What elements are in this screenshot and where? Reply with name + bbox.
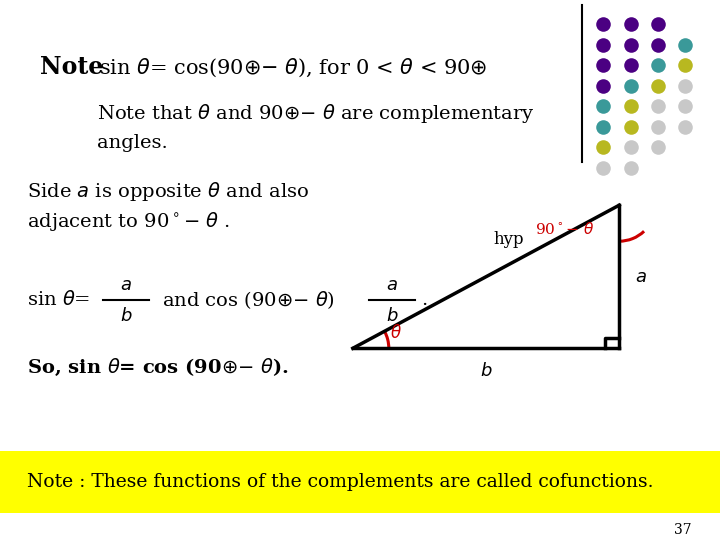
Text: 90$^\circ$$-$ $\theta$: 90$^\circ$$-$ $\theta$	[536, 221, 595, 238]
Text: $\theta$: $\theta$	[390, 324, 402, 342]
Text: sin $\theta$=: sin $\theta$=	[27, 290, 91, 309]
Point	[652, 40, 664, 49]
Point	[680, 123, 691, 131]
Point	[680, 102, 691, 111]
Point	[625, 20, 636, 29]
Text: $b$: $b$	[480, 362, 492, 380]
Point	[625, 143, 636, 152]
Text: $a$: $a$	[120, 275, 132, 294]
Text: So, sin $\theta$= cos (90$\oplus$$-$ $\theta$).: So, sin $\theta$= cos (90$\oplus$$-$ $\t…	[27, 357, 289, 377]
FancyBboxPatch shape	[0, 451, 720, 513]
Text: 37: 37	[674, 523, 691, 537]
Point	[652, 102, 664, 111]
Point	[625, 61, 636, 70]
Point	[652, 143, 664, 152]
Point	[598, 40, 609, 49]
Point	[680, 82, 691, 90]
Point	[625, 40, 636, 49]
Point	[598, 123, 609, 131]
Point	[598, 164, 609, 172]
Text: and cos (90$\oplus$$-$ $\theta$): and cos (90$\oplus$$-$ $\theta$)	[162, 289, 335, 310]
Text: angles.: angles.	[97, 134, 168, 152]
Point	[598, 143, 609, 152]
Text: $a$: $a$	[635, 268, 647, 286]
Text: .: .	[421, 291, 428, 309]
Text: Note: Note	[40, 56, 103, 79]
Text: $b$: $b$	[386, 307, 399, 325]
Point	[652, 82, 664, 90]
Point	[680, 40, 691, 49]
Point	[598, 61, 609, 70]
Point	[625, 82, 636, 90]
Text: adjacent to 90$^\circ$$-$ $\theta$ .: adjacent to 90$^\circ$$-$ $\theta$ .	[27, 210, 230, 233]
Point	[652, 123, 664, 131]
Point	[652, 20, 664, 29]
Text: $b$: $b$	[120, 307, 132, 325]
Point	[598, 102, 609, 111]
Point	[625, 164, 636, 172]
Text: $a$: $a$	[387, 275, 398, 294]
Text: hyp: hyp	[493, 231, 524, 248]
Text: Note : These functions of the complements are called cofunctions.: Note : These functions of the complement…	[27, 473, 654, 491]
Point	[680, 61, 691, 70]
Text: sin $\theta$= cos(90$\oplus$$-$ $\theta$), for 0 < $\theta$ < 90$\oplus$: sin $\theta$= cos(90$\oplus$$-$ $\theta$…	[99, 56, 487, 79]
Point	[625, 123, 636, 131]
Point	[652, 61, 664, 70]
Point	[625, 102, 636, 111]
Point	[598, 82, 609, 90]
Text: Note that $\theta$ and 90$\oplus$$-$ $\theta$ are complementary: Note that $\theta$ and 90$\oplus$$-$ $\t…	[97, 102, 535, 125]
Text: Side $a$ is opposite $\theta$ and also: Side $a$ is opposite $\theta$ and also	[27, 180, 310, 203]
Point	[598, 20, 609, 29]
